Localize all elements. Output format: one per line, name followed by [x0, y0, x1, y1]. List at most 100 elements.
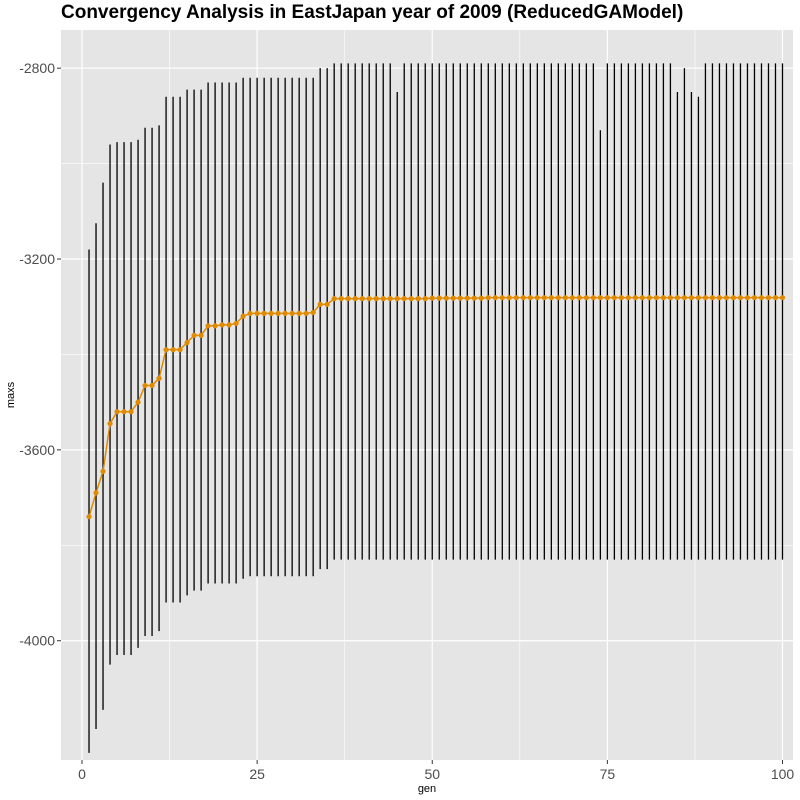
data-point [394, 296, 400, 302]
data-point [86, 514, 92, 520]
data-point [688, 295, 695, 301]
data-point [646, 295, 653, 301]
data-point [107, 421, 113, 427]
data-point [772, 295, 779, 301]
x-tick-label: 25 [249, 766, 265, 782]
data-point [744, 295, 751, 301]
data-point [184, 339, 190, 346]
data-point [366, 296, 372, 302]
data-point [597, 295, 603, 301]
data-point [128, 409, 134, 415]
data-point [373, 296, 379, 302]
data-point [576, 295, 582, 301]
y-tick-label: -3200 [19, 251, 55, 267]
data-point [548, 295, 554, 301]
data-point [443, 295, 449, 301]
data-point [254, 310, 260, 317]
data-point [709, 295, 716, 301]
data-point [590, 295, 596, 301]
data-point [261, 310, 267, 317]
data-point [702, 295, 709, 301]
data-point [247, 310, 253, 317]
data-point [611, 295, 617, 301]
data-point [653, 295, 660, 301]
x-tick-label: 0 [78, 766, 86, 782]
data-point [352, 296, 358, 302]
y-tick-label: -2800 [19, 60, 55, 76]
data-point [751, 295, 758, 301]
data-point [527, 295, 533, 301]
data-point [555, 295, 561, 301]
best-fitness-points [86, 295, 786, 520]
data-point [485, 295, 491, 301]
data-point [331, 296, 337, 302]
data-point [471, 295, 477, 301]
data-point [156, 375, 162, 381]
x-tick-label: 100 [771, 766, 795, 782]
data-point [618, 295, 624, 301]
best-fitness-line [88, 296, 783, 517]
data-point [457, 295, 463, 301]
data-point [198, 332, 204, 338]
data-point [562, 295, 568, 301]
data-point [492, 295, 498, 301]
data-point [513, 295, 519, 301]
data-point [387, 296, 393, 302]
data-point [667, 295, 674, 301]
data-point [275, 310, 281, 317]
data-point [149, 382, 155, 389]
data-point [170, 347, 176, 353]
y-tick-label: -4000 [19, 633, 55, 649]
data-point [436, 295, 442, 301]
data-point [310, 309, 316, 316]
data-point [723, 295, 730, 301]
data-point [604, 295, 610, 301]
data-point [534, 295, 540, 301]
data-point [135, 399, 141, 405]
data-point [695, 295, 702, 301]
x-axis: 0 25 50 75 100 [78, 760, 794, 782]
data-point [730, 295, 737, 301]
data-point [450, 295, 456, 301]
data-point [121, 409, 127, 415]
data-point [177, 347, 183, 353]
x-tick-label: 50 [424, 766, 440, 782]
data-point [541, 295, 547, 301]
data-point [268, 310, 274, 317]
x-tick-label: 75 [600, 766, 616, 782]
data-point [478, 295, 484, 301]
y-axis: -4000 -3600 -3200 -2800 [19, 60, 61, 649]
data-point [226, 322, 232, 328]
data-point [499, 295, 505, 301]
data-point [520, 295, 526, 301]
data-point [429, 295, 435, 301]
data-point [716, 295, 723, 301]
data-point [233, 320, 239, 327]
data-point [415, 296, 421, 302]
data-point [100, 468, 106, 474]
data-point [296, 310, 302, 317]
data-point [317, 301, 323, 307]
range-segments [88, 63, 784, 753]
data-point [639, 295, 645, 301]
data-point [422, 296, 428, 302]
data-point [660, 295, 667, 301]
data-point [240, 313, 246, 319]
data-point [583, 295, 589, 301]
data-point [408, 296, 414, 302]
x-axis-title: gen [418, 783, 436, 795]
data-point [569, 295, 575, 301]
data-point [681, 295, 688, 301]
data-point [324, 301, 330, 307]
data-point [345, 296, 351, 302]
data-point [625, 295, 631, 301]
data-point [114, 409, 120, 415]
data-point [303, 310, 309, 317]
data-point [142, 382, 148, 389]
chart-title: Convergency Analysis in EastJapan year o… [61, 2, 684, 23]
data-point [765, 295, 772, 301]
data-point [380, 296, 386, 302]
data-point [212, 323, 218, 329]
data-point [219, 322, 225, 328]
